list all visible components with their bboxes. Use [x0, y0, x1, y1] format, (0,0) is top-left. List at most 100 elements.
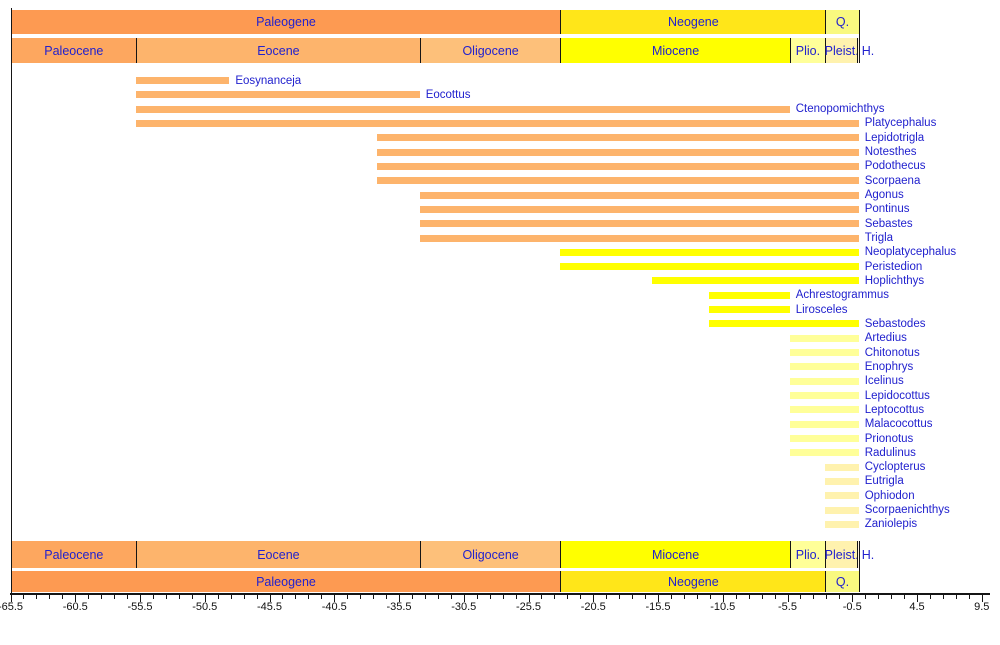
x-axis-major-tick — [658, 595, 659, 602]
epoch-bottom-label-oligocene: Oligocene — [462, 547, 519, 562]
x-axis-minor-tick — [619, 595, 621, 599]
period-block-neogene: Neogene — [560, 10, 826, 34]
x-axis-minor-tick — [567, 595, 569, 599]
taxon-range-bar-trigla — [419, 234, 859, 242]
taxon-label-lepidocottus: Lepidocottus — [864, 389, 930, 402]
x-axis-minor-tick — [347, 595, 349, 599]
x-axis-minor-tick — [49, 595, 51, 599]
x-axis-minor-tick — [127, 595, 129, 599]
x-axis-minor-tick — [709, 595, 711, 599]
taxon-range-bar-cyclopterus — [825, 463, 859, 471]
epoch-block-miocene: Miocene — [560, 38, 790, 63]
period-label-paleogene: Paleogene — [256, 15, 316, 29]
taxon-range-bar-icelinus — [789, 377, 859, 385]
period-bottom-block-neogene: Neogene — [560, 571, 826, 592]
epoch-label-paleocene: Paleocene — [44, 43, 104, 58]
x-axis-minor-tick — [826, 595, 828, 599]
taxon-label-platycephalus: Platycephalus — [864, 117, 937, 130]
x-axis-tick-label: -5.5 — [778, 601, 797, 613]
x-axis-tick-label: -20.5 — [580, 601, 606, 613]
x-axis-tick-label: 4.5 — [909, 601, 925, 613]
x-axis-tick-label: -15.5 — [645, 601, 671, 613]
plot-left-border — [10, 8, 12, 593]
taxon-label-chitonotus: Chitonotus — [864, 346, 920, 359]
x-axis-minor-tick — [541, 595, 543, 599]
x-axis-minor-tick — [748, 595, 750, 599]
taxon-range-bar-malacocottus — [789, 420, 859, 428]
epoch-label-plio: Plio. — [795, 43, 821, 58]
taxon-label-notesthes: Notesthes — [864, 146, 917, 159]
taxon-range-bar-platycephalus — [136, 119, 859, 127]
x-axis-minor-tick — [178, 595, 180, 599]
taxon-label-agonus: Agonus — [864, 189, 904, 202]
x-axis-minor-tick — [386, 595, 388, 599]
taxon-label-scorpaena: Scorpaena — [864, 174, 921, 187]
taxon-range-bar-scorpaena — [376, 177, 859, 185]
x-axis-minor-tick — [23, 595, 25, 599]
epoch-bottom-block-eocene: Eocene — [136, 541, 420, 568]
taxon-label-eocottus: Eocottus — [425, 88, 471, 101]
x-axis-major-tick — [399, 595, 400, 602]
x-axis-minor-tick — [411, 595, 413, 599]
taxon-range-bar-peristedion — [560, 263, 859, 271]
x-axis-minor-tick — [450, 595, 452, 599]
x-axis-minor-tick — [929, 595, 931, 599]
period-bottom-block-q: Q. — [825, 571, 859, 592]
taxon-range-bar-eosynanceja — [136, 77, 230, 84]
x-axis-minor-tick — [839, 595, 841, 599]
taxon-range-bar-scorpaenichthys — [825, 506, 859, 514]
x-axis-minor-tick — [813, 595, 815, 599]
x-axis-major-tick — [722, 595, 724, 602]
x-axis-minor-tick — [373, 595, 375, 599]
x-axis-minor-tick — [489, 595, 491, 599]
x-axis-minor-tick — [774, 595, 776, 599]
taxon-range-bar-lirosceles — [708, 306, 790, 314]
taxon-label-icelinus: Icelinus — [864, 375, 904, 388]
x-axis-tick-label: -50.5 — [192, 601, 218, 613]
x-axis-minor-tick — [735, 595, 737, 599]
epoch-bottom-label-eocene: Eocene — [257, 547, 300, 562]
x-axis-minor-tick — [942, 595, 944, 599]
epoch-bottom-block-miocene: Miocene — [560, 541, 790, 568]
taxon-label-sebastodes: Sebastodes — [864, 317, 926, 330]
x-axis-minor-tick — [88, 595, 90, 599]
x-axis-tick-label: 9.5 — [974, 601, 990, 613]
x-axis-minor-tick — [360, 595, 362, 599]
taxon-label-peristedion: Peristedion — [864, 260, 923, 273]
epoch-bottom-label-pleist: Pleist. — [824, 547, 859, 562]
x-axis-tick-label: -65.5 — [0, 601, 24, 613]
epoch-bottom-label-paleocene: Paleocene — [44, 547, 104, 562]
taxon-range-bar-leptocottus — [789, 406, 859, 414]
x-axis-minor-tick — [476, 595, 478, 599]
x-axis-tick-label: -40.5 — [321, 601, 347, 613]
epoch-bottom-block-h — [857, 541, 859, 568]
x-axis-minor-tick — [217, 595, 219, 599]
epoch-bottom-label-h: H. — [861, 547, 875, 562]
taxon-range-bar-lepidotrigla — [376, 134, 859, 142]
taxon-range-bar-ctenopomichthys — [136, 105, 790, 113]
x-axis-minor-tick — [191, 595, 193, 599]
epoch-label-miocene: Miocene — [651, 43, 700, 58]
taxon-range-bar-podothecus — [376, 162, 859, 170]
taxon-range-bar-notesthes — [376, 148, 859, 156]
taxon-label-hoplichthys: Hoplichthys — [864, 274, 925, 287]
taxon-label-eosynanceja: Eosynanceja — [235, 74, 302, 87]
epoch-label-pleist: Pleist. — [824, 43, 859, 58]
period-block-paleogene: Paleogene — [10, 10, 561, 34]
x-axis-minor-tick — [243, 595, 245, 599]
x-axis-major-tick — [10, 595, 12, 602]
x-axis-minor-tick — [230, 595, 232, 599]
epoch-bottom-label-plio: Plio. — [795, 547, 821, 562]
x-axis-minor-tick — [282, 595, 284, 599]
period-bottom-label-neogene: Neogene — [667, 574, 719, 589]
present-day-line — [858, 10, 860, 63]
epoch-label-oligocene: Oligocene — [462, 43, 519, 58]
epoch-bottom-block-pleist: Pleist. — [824, 541, 859, 568]
x-axis-line — [10, 593, 990, 595]
x-axis-minor-tick — [554, 595, 556, 599]
x-axis-minor-tick — [321, 595, 323, 599]
epoch-block-eocene: Eocene — [136, 38, 420, 63]
x-axis-tick-label: -30.5 — [451, 601, 477, 613]
x-axis-major-tick — [981, 595, 983, 602]
taxon-label-malacocottus: Malacocottus — [864, 418, 933, 431]
